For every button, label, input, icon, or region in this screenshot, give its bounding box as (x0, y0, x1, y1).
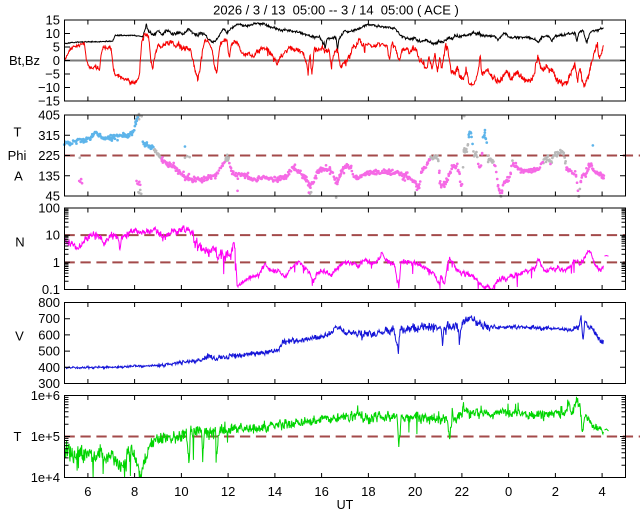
svg-text:600: 600 (38, 327, 60, 342)
svg-text:T: T (14, 429, 22, 444)
svg-text:1e+5: 1e+5 (31, 429, 60, 444)
svg-text:2026 / 3 / 13 05:00 -- 3 / 14: 2026 / 3 / 13 05:00 -- 3 / 14 05:00 ( AC… (213, 3, 459, 18)
svg-text:V: V (15, 329, 24, 344)
svg-text:18: 18 (361, 484, 375, 499)
svg-text:−15: −15 (38, 94, 60, 109)
svg-text:700: 700 (38, 311, 60, 326)
svg-text:−5: −5 (45, 67, 60, 82)
svg-text:Bt,Bz: Bt,Bz (9, 53, 40, 68)
svg-text:225: 225 (38, 148, 60, 163)
svg-text:135: 135 (38, 168, 60, 183)
svg-text:15: 15 (46, 13, 60, 28)
svg-text:4: 4 (598, 484, 605, 499)
svg-text:5: 5 (53, 40, 60, 55)
svg-text:10: 10 (46, 26, 60, 41)
svg-text:8: 8 (131, 484, 138, 499)
svg-text:405: 405 (38, 108, 60, 123)
svg-text:10: 10 (174, 484, 188, 499)
svg-text:400: 400 (38, 360, 60, 375)
svg-text:1e+6: 1e+6 (31, 388, 60, 403)
svg-text:315: 315 (38, 128, 60, 143)
svg-text:500: 500 (38, 344, 60, 359)
svg-text:1: 1 (53, 255, 60, 270)
svg-text:10: 10 (46, 228, 60, 243)
svg-text:800: 800 (38, 295, 60, 310)
svg-text:45: 45 (46, 189, 60, 204)
svg-text:12: 12 (221, 484, 235, 499)
svg-text:16: 16 (314, 484, 328, 499)
svg-text:1e+4: 1e+4 (31, 470, 60, 485)
svg-text:14: 14 (268, 484, 282, 499)
svg-text:20: 20 (408, 484, 422, 499)
svg-text:0: 0 (505, 484, 512, 499)
svg-text:Phi: Phi (8, 148, 27, 163)
svg-text:300: 300 (38, 376, 60, 391)
svg-text:A: A (14, 169, 23, 184)
svg-text:N: N (15, 235, 24, 250)
svg-text:22: 22 (455, 484, 469, 499)
svg-text:0: 0 (53, 53, 60, 68)
svg-text:0.1: 0.1 (42, 282, 60, 297)
svg-text:−10: −10 (38, 80, 60, 95)
svg-text:T: T (14, 125, 22, 140)
svg-text:2: 2 (552, 484, 559, 499)
svg-text:UT: UT (337, 498, 354, 512)
svg-text:6: 6 (84, 484, 91, 499)
svg-text:100: 100 (38, 201, 60, 216)
